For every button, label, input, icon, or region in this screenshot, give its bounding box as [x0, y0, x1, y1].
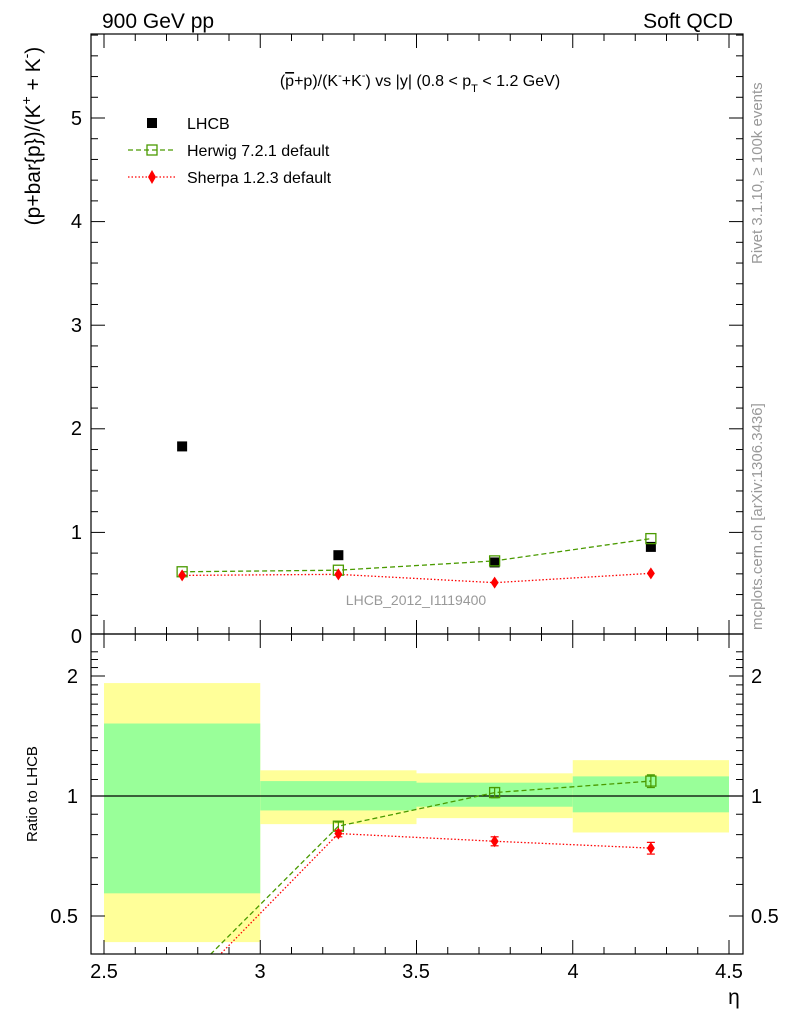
main-y-tick-label: 2: [71, 418, 82, 440]
main-y-tick-label: 1: [71, 522, 82, 544]
legend-label-herwig: Herwig 7.2.1 default: [187, 143, 330, 160]
title-sub: T: [471, 83, 478, 95]
ratio-x-tick-labels: 2.5 3 3.5 4 4.5: [90, 961, 743, 983]
legend-label-lhcb: LHCB: [187, 116, 230, 133]
header-left-label: 900 GeV pp: [102, 10, 214, 33]
main-y-axis-label-sup: +: [18, 96, 34, 104]
legend-marker-sherpa: [148, 170, 156, 184]
herwig-line: [182, 537, 651, 573]
herwig-point: [488, 555, 501, 567]
x-tick-label: 2.5: [90, 961, 118, 983]
ratio-y-tick-label-right: 2: [751, 666, 762, 688]
x-tick-label: 4: [567, 961, 578, 983]
ratio-herwig-line: [209, 780, 651, 954]
title-pbar: p: [285, 73, 294, 90]
lhcb-point: [333, 550, 344, 561]
main-panel: 0 1 2 3 4 5 (p+bar{p})/(K+ + K-) (p+p)/(…: [18, 33, 744, 648]
analysis-watermark: LHCB_2012_I1119400: [346, 592, 487, 608]
x-tick-label: 3: [254, 961, 265, 983]
ratio-sherpa-point: [646, 842, 655, 855]
main-y-tick-labels: 0 1 2 3 4 5: [71, 108, 82, 648]
legend-label-sherpa: Sherpa 1.2.3 default: [187, 170, 332, 187]
ratio-herwig-point: [488, 786, 501, 799]
main-y-axis-label: (p+bar{p})/(K+ + K-): [18, 47, 45, 226]
ratio-y-tick-label-right: 1: [751, 786, 762, 808]
sherpa-point: [490, 576, 499, 589]
ratio-y-axis-label: Ratio to LHCB: [24, 746, 41, 842]
legend-marker-lhcb: [147, 118, 157, 128]
ratio-uncertainty-bands: [104, 683, 729, 943]
main-y-axis-label-part: (p+bar{p})/(K: [22, 104, 45, 225]
ratio-herwig-point: [645, 775, 657, 787]
sherpa-point: [646, 567, 655, 580]
ratio-y-tick-labels-right: 0.5 1 2: [751, 666, 779, 928]
ratio-sherpa-point: [178, 987, 186, 999]
header-right-label: Soft QCD: [643, 10, 733, 33]
main-axis-ticks: [91, 34, 743, 634]
main-data-series: [176, 441, 657, 589]
ratio-y-tick-label: 0.5: [50, 906, 78, 928]
legend-marker-herwig: [146, 144, 158, 156]
sherpa-line: [182, 572, 651, 584]
main-y-axis-label-sup: -: [18, 53, 34, 58]
title-part: +K: [342, 73, 362, 90]
x-tick-label: 4.5: [715, 961, 743, 983]
title-part: ) vs |y| (0.8 < p: [365, 73, 471, 90]
main-plot-title: (p+p)/(K-+K-) vs |y| (0.8 < pT < 1.2 GeV…: [280, 70, 560, 95]
sherpa-point: [178, 569, 187, 582]
ratio-sherpa-point: [334, 827, 343, 840]
ratio-frame: [90, 633, 744, 955]
lhcb-point: [177, 441, 188, 452]
ratio-y-tick-label: 2: [67, 666, 78, 688]
main-y-tick-label: 0: [71, 626, 82, 648]
x-tick-label: 3.5: [402, 961, 430, 983]
mcplots-label: mcplots.cern.ch [arXiv:1306.3436]: [749, 403, 766, 630]
main-y-axis-label-part: ): [22, 47, 45, 54]
title-part: +p)/(K: [294, 73, 338, 90]
title-sup: -: [338, 70, 342, 82]
ratio-y-tick-label-right: 0.5: [751, 906, 779, 928]
rivet-label: Rivet 3.1.10, ≥ 100k events: [749, 82, 766, 264]
sherpa-point: [334, 568, 343, 581]
lhcb-point: [489, 557, 500, 568]
main-y-tick-label: 4: [71, 211, 82, 233]
ratio-y-tick-label: 1: [67, 786, 78, 808]
title-part: (: [280, 73, 286, 90]
ratio-data-series: [177, 774, 657, 999]
ratio-band-inner: [104, 723, 261, 894]
ratio-sherpa-point: [490, 835, 499, 848]
main-y-axis-label-part: + K: [22, 58, 45, 96]
title-sup: -: [362, 70, 366, 82]
ratio-axis-ticks: [91, 634, 743, 954]
herwig-point: [645, 532, 657, 545]
ratio-sherpa-line: [219, 832, 651, 954]
legend: LHCB Herwig 7.2.1 default Sherpa 1.2.3 d…: [128, 116, 332, 187]
x-axis-label: η: [728, 986, 740, 1009]
ratio-herwig-point: [177, 978, 187, 988]
main-y-tick-label: 3: [71, 315, 82, 337]
main-y-tick-label: 5: [71, 108, 82, 130]
title-part: < 1.2 GeV): [478, 73, 560, 90]
ratio-panel: 0.5 1 2 0.5 1 2 Ratio to LHCB 2.5 3 3.5 …: [24, 633, 779, 1009]
ratio-y-tick-labels-left: 0.5 1 2: [50, 666, 78, 928]
lhcb-point: [645, 541, 656, 552]
